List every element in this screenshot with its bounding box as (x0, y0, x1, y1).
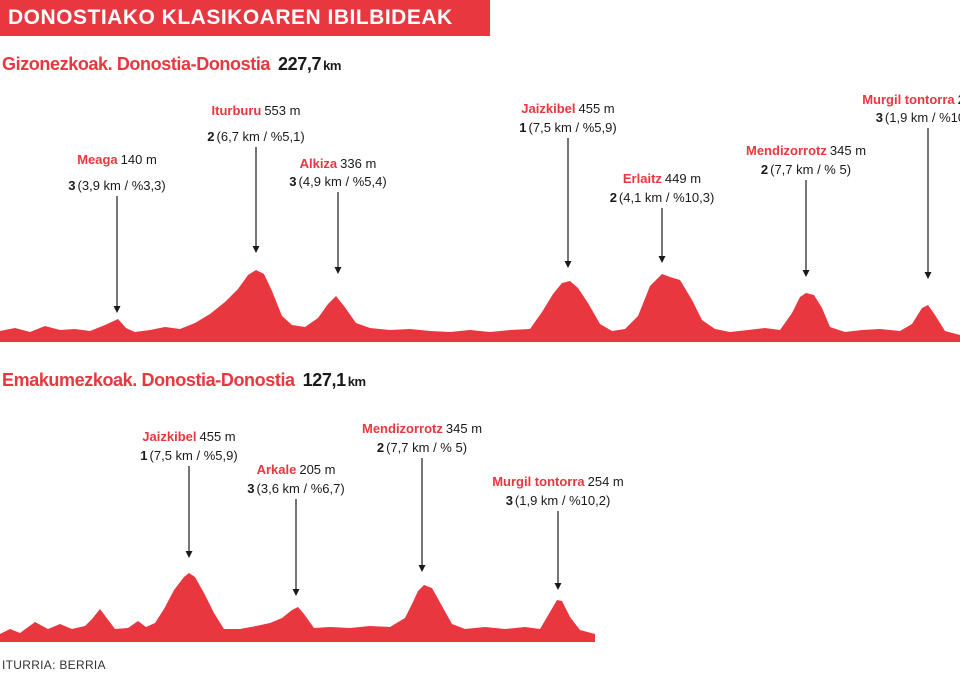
route-1-climb-2-label-altitude: 345 m (446, 421, 482, 436)
route-0-climb-0-arrow-icon (113, 306, 121, 313)
route-0-climb-3-label-text: Jaizkibel 455 m (521, 101, 614, 116)
route-1-climb-0-arrow-icon (185, 551, 193, 558)
route-0-climb-2-label-altitude: 336 m (340, 156, 376, 171)
route-0-climb-4-arrow-icon (658, 256, 666, 263)
route-0-climb-0-info-category: 3 (68, 178, 75, 193)
route-1-climb-1-label-altitude: 205 m (299, 462, 335, 477)
route-1-climb-2-info-text: 2 (7,7 km / % 5) (377, 440, 467, 455)
route-1-climb-2-arrow-icon (418, 565, 426, 572)
route-0-climb-0-info-detail: (3,9 km / %3,3) (78, 178, 166, 193)
men-route-distance-unit: km (323, 58, 342, 73)
route-1-climb-1-label-name: Arkale (257, 462, 297, 477)
route-0-climb-6-label-altitude: 254 m (958, 92, 960, 107)
route-1-profile-area (0, 573, 595, 642)
route-0-climb-0-label-text: Meaga 140 m (77, 152, 157, 167)
route-1-climb-3-label-altitude: 254 m (588, 474, 624, 489)
route-0-climb-1-info-category: 2 (207, 129, 214, 144)
route-1-climb-1-info-text: 3 (3,6 km / %6,7) (247, 481, 344, 496)
route-0-climb-5-info-text: 2 (7,7 km / % 5) (761, 162, 851, 177)
route-1-climb-0-info-detail: (7,5 km / %5,9) (150, 448, 238, 463)
men-elevation-profile: Meaga 140 m3 (3,9 km / %3,3)Iturburu 553 m2… (0, 92, 960, 342)
route-1-climb-2-label-text: Mendizorrotz 345 m (362, 421, 482, 436)
source-credit: ITURRIA: BERRIA (2, 658, 106, 672)
route-1-climb-2-info-detail: (7,7 km / % 5) (386, 440, 467, 455)
route-1-climb-1-label-text: Arkale 205 m (257, 462, 336, 477)
route-1-climb-0-label-text: Jaizkibel 455 m (142, 429, 235, 444)
men-route-name: Gizonezkoak. Donostia-Donostia (2, 54, 271, 74)
route-0-climb-4-info-category: 2 (610, 190, 617, 205)
men-route-title: Gizonezkoak. Donostia-Donostia 227,7 km (2, 54, 341, 75)
route-0-climb-2-label-text: Alkiza 336 m (300, 156, 377, 171)
route-1-climb-3-label-name: Murgil tontorra (492, 474, 585, 489)
route-0-climb-5-info-category: 2 (761, 162, 768, 177)
route-0-climb-5-info-detail: (7,7 km / % 5) (770, 162, 851, 177)
route-1-climb-1-arrow-icon (292, 589, 300, 596)
infographic-title: DONOSTIAKO KLASIKOAREN IBILBIDEAK (0, 0, 490, 36)
route-1-climb-0-label-name: Jaizkibel (142, 429, 196, 444)
route-0-climb-2-info-text: 3 (4,9 km / %5,4) (289, 174, 386, 189)
route-0-climb-0-label-name: Meaga (77, 152, 118, 167)
route-0-climb-0-info-text: 3 (3,9 km / %3,3) (68, 178, 165, 193)
route-0-climb-3-label-altitude: 455 m (579, 101, 615, 116)
route-1-climb-1-info-detail: (3,6 km / %6,7) (257, 481, 345, 496)
women-route-title: Emakumezkoak. Donostia-Donostia 127,1 km (2, 370, 366, 391)
route-0-climb-6-info-text: 3(1,9 km / %10,2) (876, 110, 960, 125)
route-0-climb-3-info-text: 1 (7,5 km / %5,9) (519, 120, 616, 135)
route-1-climb-3-info-text: 3 (1,9 km / %10,2) (506, 493, 611, 508)
route-0-climb-5-arrow-icon (802, 270, 810, 277)
route-1-climb-1-info-category: 3 (247, 481, 254, 496)
route-0-climb-2-arrow-icon (334, 267, 342, 274)
route-0-climb-1-info-detail: (6,7 km / %5,1) (217, 129, 305, 144)
men-route-distance: 227,7 (278, 54, 322, 74)
women-elevation-profile: Jaizkibel 455 m 1 (7,5 km / %5,9) Arkale 205 … (0, 421, 624, 642)
route-0-climb-3-label-name: Jaizkibel (521, 101, 575, 116)
route-0-climb-3-arrow-icon (564, 261, 572, 268)
route-0-climb-4-label-altitude: 449 m (665, 171, 701, 186)
route-0-climb-1-arrow-icon (252, 246, 260, 253)
route-0-climb-4-label-text: Erlaitz 449 m (623, 171, 701, 186)
route-0-climb-1-info-text: 2 (6,7 km / %5,1) (207, 129, 304, 144)
route-0-climb-5-label-altitude: 345 m (830, 143, 866, 158)
route-0-climb-0-label-altitude: 140 m (121, 152, 157, 167)
route-0-climb-1-label-text: Iturburu 553 m (212, 103, 301, 118)
route-1-climb-3-info-detail: (1,9 km / %10,2) (515, 493, 610, 508)
women-route-distance: 127,1 (302, 370, 346, 390)
route-0-climb-2-info-category: 3 (289, 174, 296, 189)
route-1-climb-3-arrow-icon (554, 583, 562, 590)
route-0-climb-1-label-name: Iturburu (212, 103, 262, 118)
route-0-climb-6-label-name: Murgil tontorra (862, 92, 955, 107)
route-1-climb-0-info-text: 1 (7,5 km / %5,9) (140, 448, 237, 463)
route-0-climb-4-info-text: 2 (4,1 km / %10,3) (610, 190, 715, 205)
route-0-climb-4-info-detail: (4,1 km / %10,3) (619, 190, 714, 205)
route-0-climb-4-label-name: Erlaitz (623, 171, 663, 186)
route-1-climb-0-label-altitude: 455 m (200, 429, 236, 444)
route-1-climb-3-label-text: Murgil tontorra 254 m (492, 474, 624, 489)
women-route-name: Emakumezkoak. Donostia-Donostia (2, 370, 295, 390)
route-0-profile-area (0, 270, 960, 342)
route-0-climb-5-label-name: Mendizorrotz (746, 143, 827, 158)
route-1-climb-2-info-category: 2 (377, 440, 384, 455)
route-0-climb-5-label-text: Mendizorrotz 345 m (746, 143, 866, 158)
route-0-climb-3-info-category: 1 (519, 120, 526, 135)
route-0-climb-1-label-altitude: 553 m (264, 103, 300, 118)
route-1-climb-3-info-category: 3 (506, 493, 513, 508)
route-0-climb-6-info-category: 3 (876, 110, 883, 125)
route-0-climb-2-label-name: Alkiza (300, 156, 338, 171)
route-0-climb-3-info-detail: (7,5 km / %5,9) (529, 120, 617, 135)
route-0-climb-6-info-detail: (1,9 km / %10,2) (885, 110, 960, 125)
route-0-climb-2-info-detail: (4,9 km / %5,4) (299, 174, 387, 189)
route-0-climb-6-arrow-icon (924, 272, 932, 279)
route-1-climb-0-info-category: 1 (140, 448, 147, 463)
women-route-distance-unit: km (347, 374, 366, 389)
route-1-climb-2-label-name: Mendizorrotz (362, 421, 443, 436)
